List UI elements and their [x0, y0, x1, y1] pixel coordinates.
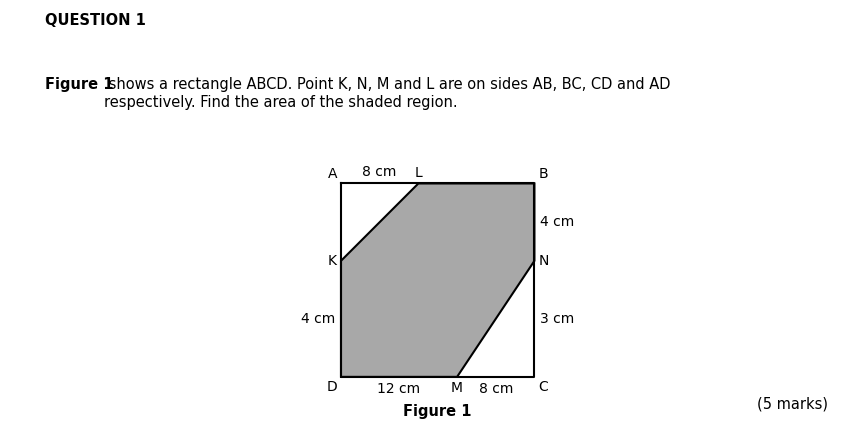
- Text: C: C: [539, 380, 548, 394]
- Text: L: L: [414, 166, 422, 180]
- Text: shows a rectangle ABCD. Point K, N, M and L are on sides AB, BC, CD and AD
respe: shows a rectangle ABCD. Point K, N, M an…: [104, 77, 670, 110]
- Text: A: A: [328, 166, 337, 181]
- Text: 4 cm: 4 cm: [540, 215, 575, 229]
- Text: QUESTION 1: QUESTION 1: [45, 13, 146, 28]
- Text: Figure 1: Figure 1: [404, 404, 472, 419]
- Text: 12 cm: 12 cm: [377, 382, 420, 396]
- Text: 3 cm: 3 cm: [540, 312, 575, 326]
- Text: 4 cm: 4 cm: [301, 312, 335, 326]
- Text: 8 cm: 8 cm: [479, 382, 513, 396]
- Text: D: D: [326, 380, 337, 394]
- Text: (5 marks): (5 marks): [758, 397, 828, 412]
- Text: N: N: [539, 254, 549, 268]
- Polygon shape: [341, 184, 534, 377]
- Text: Figure 1: Figure 1: [45, 77, 113, 92]
- Text: M: M: [451, 381, 463, 395]
- Text: 8 cm: 8 cm: [362, 165, 397, 178]
- Text: B: B: [539, 166, 548, 181]
- Text: K: K: [328, 254, 337, 268]
